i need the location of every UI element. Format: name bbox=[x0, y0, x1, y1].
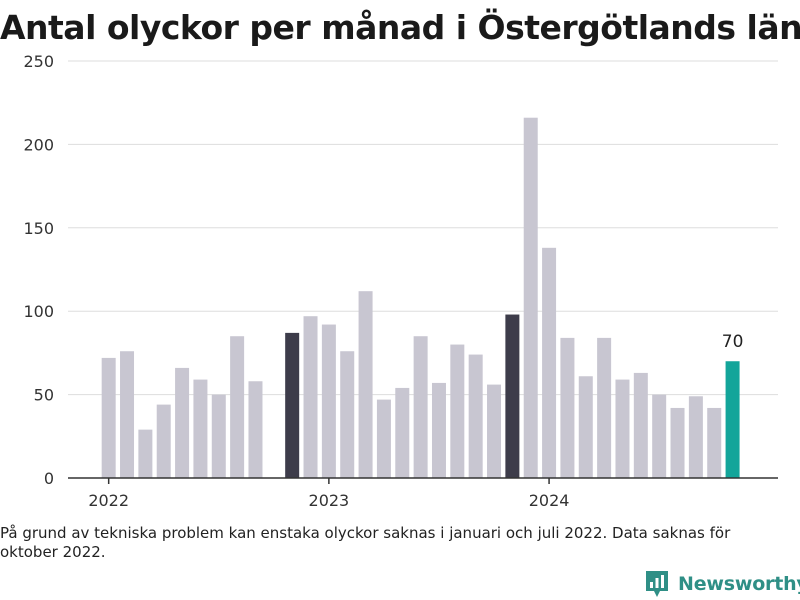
data-label-latest: 70 bbox=[722, 332, 744, 352]
y-tick-label: 100 bbox=[23, 302, 54, 321]
bar bbox=[487, 384, 502, 478]
y-tick-label: 250 bbox=[23, 52, 54, 71]
bar bbox=[230, 336, 245, 478]
bar bbox=[468, 354, 483, 478]
brand[interactable]: Newsworthy bbox=[644, 568, 800, 600]
bar bbox=[395, 387, 410, 478]
footnote: På grund av tekniska problem kan enstaka… bbox=[0, 524, 731, 561]
x-tick-label: 2023 bbox=[309, 491, 350, 510]
bar bbox=[688, 396, 703, 478]
bar bbox=[156, 404, 171, 478]
bar bbox=[652, 394, 667, 478]
bar-highlight bbox=[285, 332, 300, 478]
bar-highlight bbox=[505, 314, 520, 478]
y-tick-label: 200 bbox=[23, 135, 54, 154]
bar bbox=[523, 117, 538, 478]
bar bbox=[211, 394, 226, 478]
brand-name: Newsworthy bbox=[678, 573, 800, 595]
bar bbox=[615, 379, 630, 478]
bar bbox=[450, 344, 465, 478]
y-tick-label: 150 bbox=[23, 219, 54, 238]
newsworthy-logo-icon bbox=[646, 571, 668, 597]
x-tick-label: 2024 bbox=[529, 491, 570, 510]
chart-title: Antal olyckor per månad i Östergötlands … bbox=[0, 8, 800, 47]
bar bbox=[542, 247, 557, 478]
bar bbox=[120, 351, 135, 478]
bar bbox=[340, 351, 355, 478]
bar-latest bbox=[725, 361, 740, 478]
bar bbox=[376, 399, 391, 478]
bar bbox=[175, 367, 190, 478]
bar bbox=[248, 381, 263, 478]
bar-chart: 0 50 100 150 200 250 70 2022 2023 2024 bbox=[23, 52, 778, 510]
x-tick-label: 2022 bbox=[88, 491, 129, 510]
bar bbox=[413, 336, 428, 478]
bar bbox=[358, 291, 373, 478]
bar bbox=[193, 379, 208, 478]
bar bbox=[670, 407, 685, 478]
bar bbox=[560, 337, 575, 478]
bar bbox=[597, 337, 612, 478]
bar bbox=[431, 382, 446, 478]
bar bbox=[101, 357, 116, 478]
bar bbox=[321, 324, 336, 478]
bar bbox=[138, 429, 153, 478]
y-tick-label: 0 bbox=[44, 469, 54, 488]
bar bbox=[633, 372, 648, 478]
bar bbox=[303, 316, 318, 478]
bar bbox=[578, 376, 593, 478]
bar bbox=[707, 407, 722, 478]
y-tick-label: 50 bbox=[34, 386, 54, 405]
